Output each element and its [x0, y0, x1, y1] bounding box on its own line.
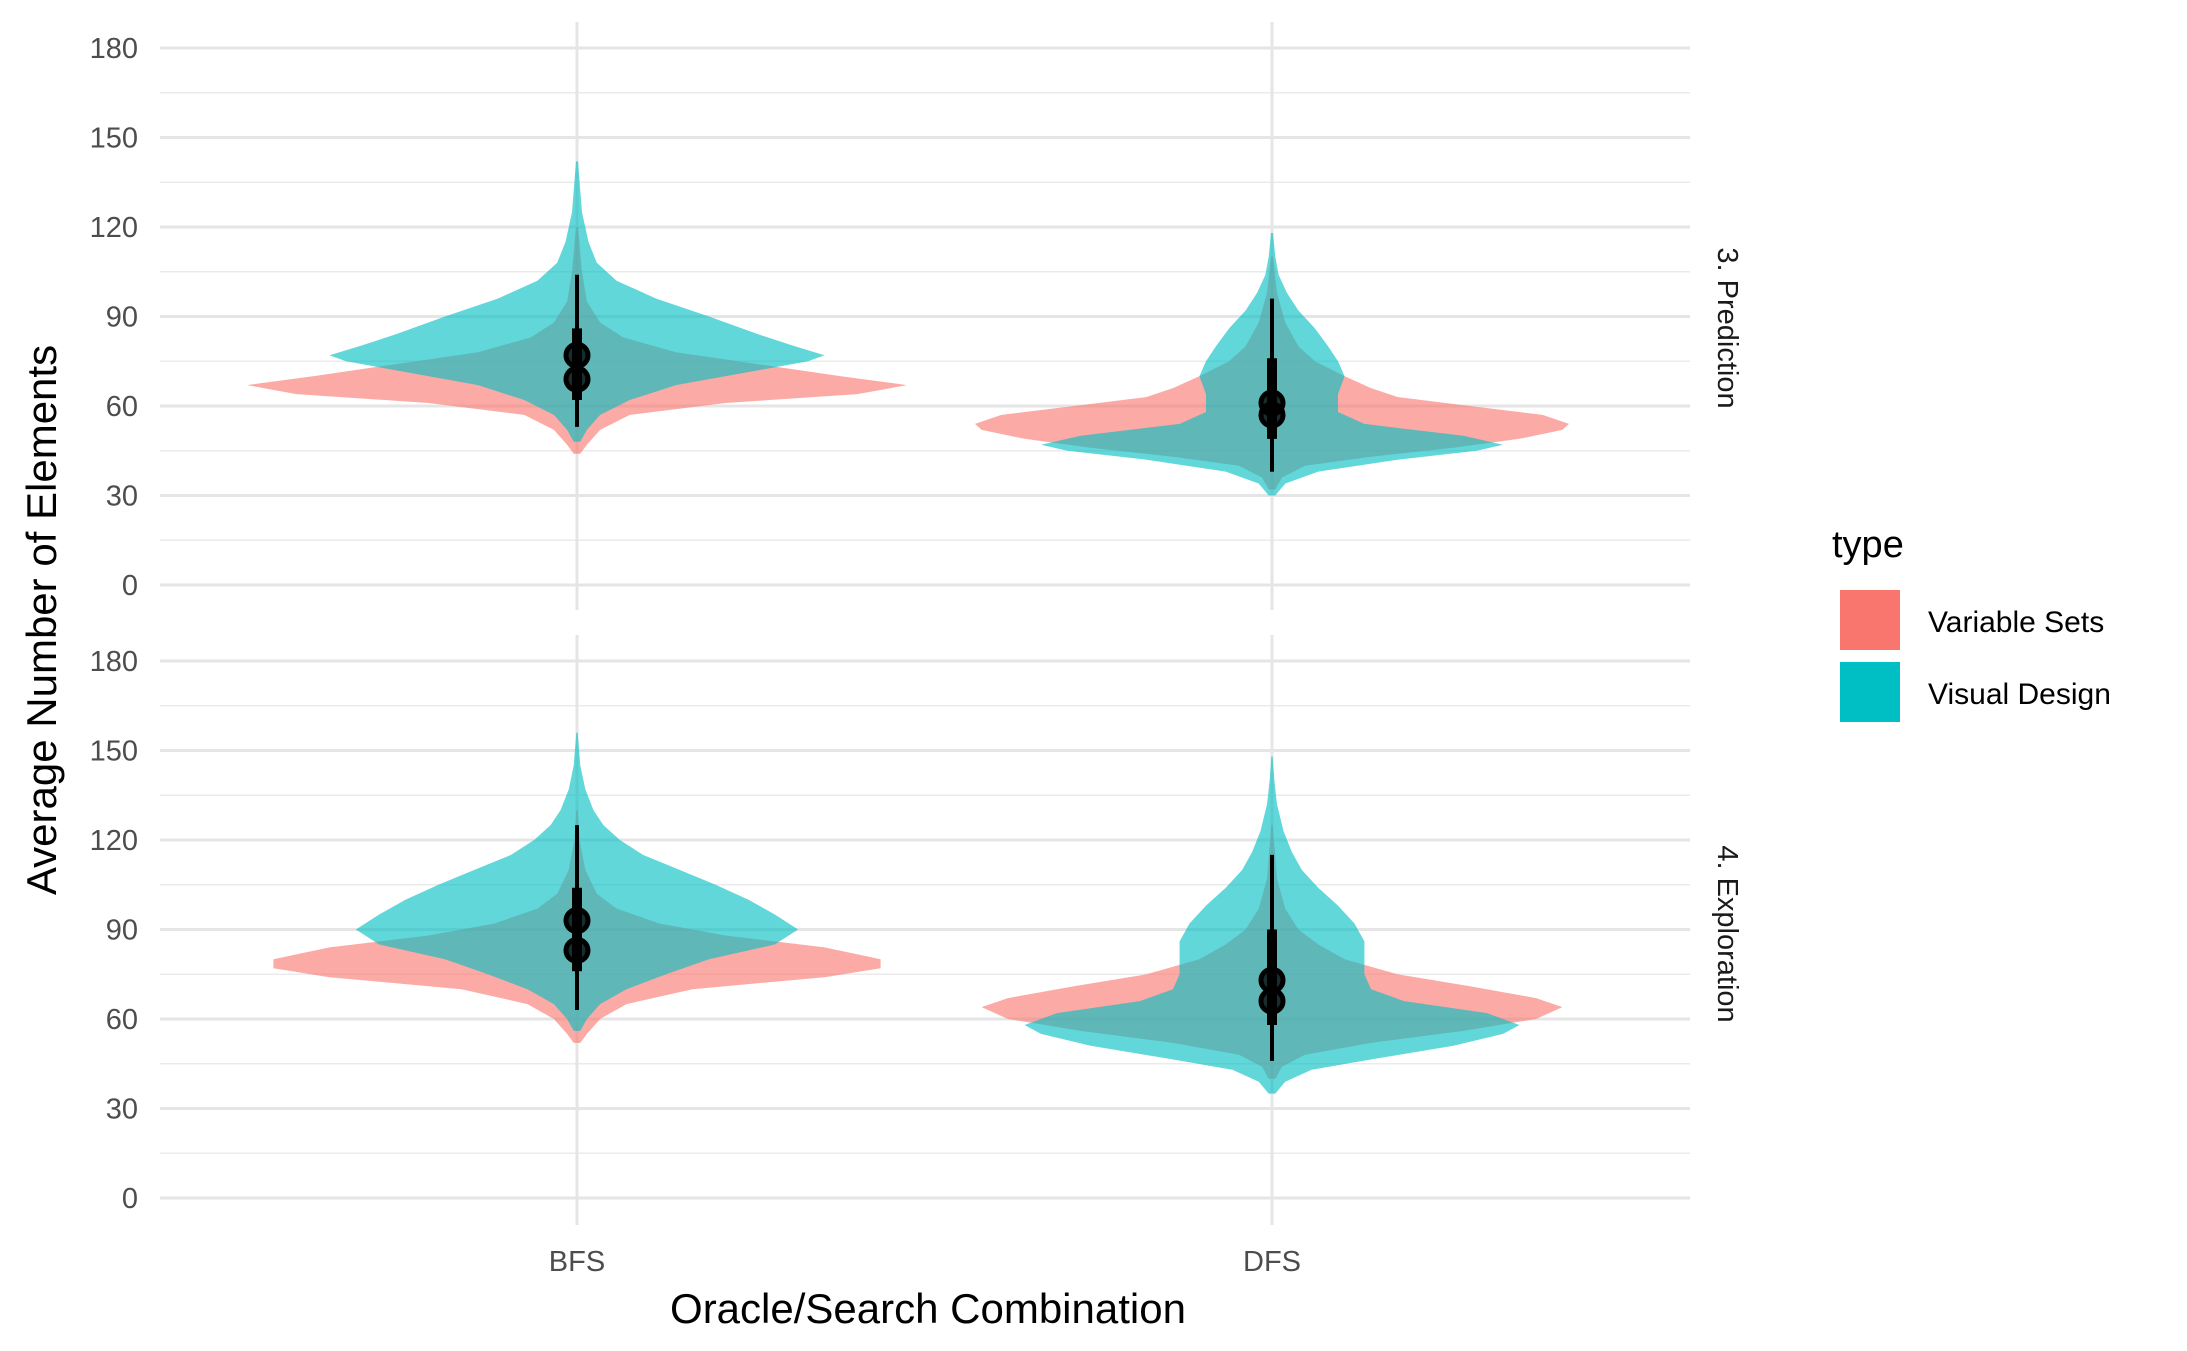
- x-tick-label-dfs: DFS: [1243, 1246, 1301, 1278]
- y-tick-label: 30: [106, 1094, 138, 1126]
- y-tick-label: 30: [106, 481, 138, 513]
- legend-label-visual-design: Visual Design: [1928, 678, 2111, 711]
- y-tick-label: 120: [90, 212, 138, 244]
- y-axis-title: Average Number of Elements: [18, 345, 65, 895]
- median-point-bfs-variable-sets: [563, 365, 591, 393]
- median-point-dfs-visual-design: [1258, 966, 1286, 994]
- y-tick-label: 0: [122, 1183, 138, 1215]
- legend-swatch-variable-sets: [1840, 590, 1900, 650]
- y-tick-label: 180: [90, 646, 138, 678]
- y-tick-label: 150: [90, 736, 138, 768]
- panel-4-exploration: 0 30 60 90 120 150 180 4. Exploration: [90, 635, 1743, 1225]
- legend-label-variable-sets: Variable Sets: [1928, 606, 2104, 639]
- median-point-bfs-visual-design: [563, 907, 591, 935]
- strip-label-3-prediction: 3. Prediction: [1711, 247, 1743, 408]
- median-point-dfs-visual-design: [1258, 389, 1286, 417]
- strip-label-4-exploration: 4. Exploration: [1711, 845, 1743, 1022]
- y-tick-label: 180: [90, 33, 138, 65]
- y-tick-label: 90: [106, 915, 138, 947]
- x-tick-label-bfs: BFS: [549, 1246, 605, 1278]
- median-point-bfs-visual-design: [563, 341, 591, 369]
- x-axis-title: Oracle/Search Combination: [670, 1285, 1186, 1332]
- panel-3-prediction: 0 30 60 90 120 150 180 3. Prediction: [90, 22, 1743, 610]
- legend: type Variable Sets Visual Design: [1832, 524, 2111, 722]
- median-point-bfs-variable-sets: [563, 936, 591, 964]
- facet-panels: 0 30 60 90 120 150 180 3. Prediction 0 30 60 90 120 1…: [90, 22, 1743, 1278]
- y-tick-label: 60: [106, 391, 138, 423]
- legend-swatch-visual-design: [1840, 662, 1900, 722]
- y-tick-label: 120: [90, 825, 138, 857]
- y-tick-label: 0: [122, 570, 138, 602]
- y-tick-label: 90: [106, 302, 138, 334]
- y-tick-label: 150: [90, 123, 138, 155]
- y-tick-label: 60: [106, 1004, 138, 1036]
- legend-title: type: [1832, 524, 1904, 566]
